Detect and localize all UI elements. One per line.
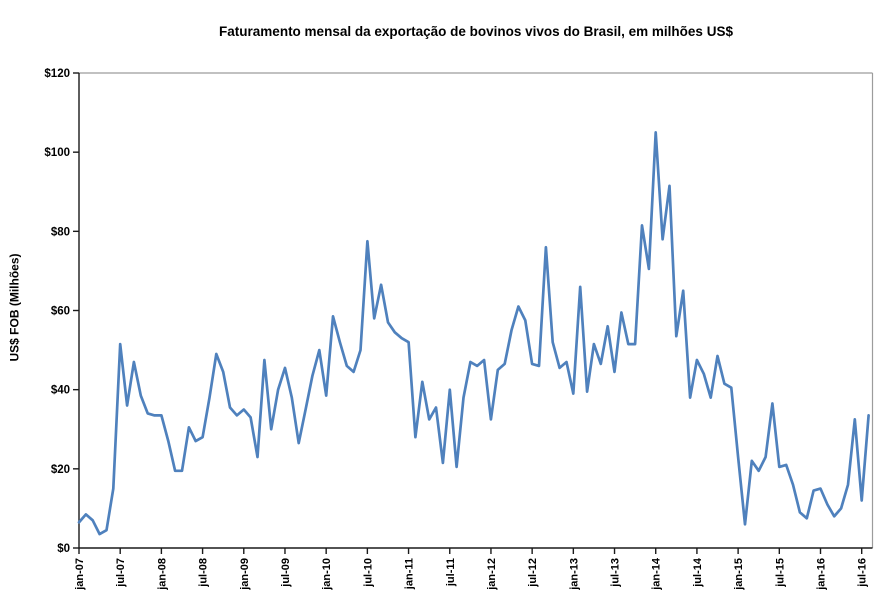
x-tick-label: jan-13	[568, 558, 580, 591]
x-tick-label: jan-12	[486, 558, 498, 591]
y-tick-label: $0	[57, 543, 70, 555]
x-tick-label: jul-07	[115, 558, 127, 588]
axis-tick-labels: $0 $20 $40 $60 $80 $100 $120 jan-07 jul-07 jan-08…	[44, 68, 868, 591]
x-tick-label: jul-12	[527, 558, 539, 588]
y-tick-label: $60	[51, 306, 70, 318]
x-tick-label: jan-16	[816, 558, 828, 591]
axis-ticks	[73, 72, 863, 554]
x-tick-label: jan-09	[239, 558, 251, 591]
x-tick-label: jul-09	[280, 558, 292, 588]
x-tick-label: jul-11	[445, 558, 457, 587]
x-tick-label: jan-11	[404, 558, 416, 590]
x-tick-label: jan-07	[74, 558, 86, 591]
x-tick-label: jan-15	[733, 558, 745, 591]
y-tick-label: $40	[51, 385, 70, 397]
x-tick-label: jan-14	[651, 557, 663, 591]
y-tick-label: $20	[51, 464, 70, 476]
x-tick-label: jan-10	[321, 558, 333, 591]
y-tick-label: $80	[51, 226, 70, 238]
x-tick-label: jul-13	[610, 558, 622, 588]
chart-title: Faturamento mensal da exportação de bovi…	[219, 24, 733, 39]
y-tick-label: $120	[44, 68, 70, 80]
plot-borders	[78, 72, 874, 549]
x-tick-label: jul-08	[198, 558, 210, 588]
x-tick-label: jul-15	[774, 558, 786, 588]
y-axis-title: US$ FOB (Milhões)	[7, 253, 22, 362]
x-tick-label: jan-08	[156, 558, 168, 591]
x-tick-label: jul-14	[692, 557, 704, 588]
x-tick-label: jul-16	[857, 558, 869, 588]
x-tick-label: jul-10	[362, 558, 374, 588]
data-series	[77, 131, 870, 536]
data-line-faturamento-mensal	[77, 131, 870, 536]
y-tick-label: $100	[44, 147, 70, 159]
